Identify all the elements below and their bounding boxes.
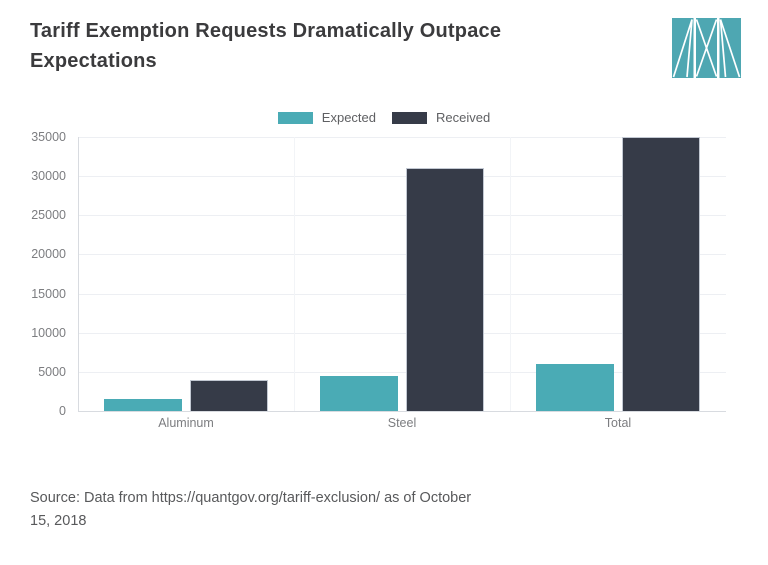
x-axis-label: Steel <box>387 416 417 430</box>
bar-received-steel <box>406 168 484 411</box>
source-text-line-2: 15, 2018 <box>30 513 87 529</box>
y-tick-label: 5000 <box>38 364 66 379</box>
y-tick-label: 15000 <box>31 286 66 301</box>
logo-m-strokes <box>672 19 741 78</box>
gridline <box>78 215 726 217</box>
gridline <box>78 411 726 412</box>
mercatus-logo-icon <box>672 18 741 78</box>
bar-expected-steel <box>320 375 398 411</box>
page-title-line-2: Expectations <box>30 50 157 72</box>
gridline <box>78 371 726 373</box>
bar-expected-aluminum <box>104 399 182 411</box>
gridline <box>78 254 726 256</box>
y-axis-line <box>78 137 79 411</box>
y-tick-label: 30000 <box>31 169 66 184</box>
page-title: Tariff Exemption Requests Dramatically O… <box>30 16 501 76</box>
legend: Expected Received <box>0 110 768 125</box>
y-axis: 0 5000 10000 15000 20000 25000 30000 35000 <box>0 130 66 418</box>
gridline <box>78 137 726 138</box>
legend-item-received: Received <box>392 110 490 125</box>
x-axis-label: Aluminum <box>158 416 214 430</box>
legend-label: Expected <box>321 110 376 125</box>
bar-expected-total <box>536 364 614 411</box>
gridline <box>78 293 726 295</box>
y-tick-label: 35000 <box>31 130 66 144</box>
page-title-line-1: Tariff Exemption Requests Dramatically O… <box>30 20 502 42</box>
source-text-line-1: Source: Data from https://quantgov.org/t… <box>30 490 472 506</box>
plot-area <box>78 137 726 412</box>
category-separator <box>294 137 295 411</box>
legend-label: Received <box>436 110 491 125</box>
x-axis-label: Total <box>604 416 632 430</box>
y-tick-label: 0 <box>59 404 66 418</box>
y-tick-label: 10000 <box>31 325 66 340</box>
y-tick-label: 20000 <box>31 247 66 262</box>
gridline <box>78 332 726 334</box>
category-separator <box>510 137 511 411</box>
legend-swatch <box>277 111 313 124</box>
bar-received-total <box>622 137 700 411</box>
x-axis: Aluminum Steel Total <box>78 416 726 436</box>
gridline <box>78 176 726 178</box>
y-tick-label: 25000 <box>31 208 66 223</box>
source-text: Source: Data from https://quantgov.org/t… <box>30 487 471 533</box>
bar-received-aluminum <box>190 379 268 411</box>
legend-swatch <box>392 111 427 124</box>
legend-item-expected: Expected <box>277 110 376 125</box>
